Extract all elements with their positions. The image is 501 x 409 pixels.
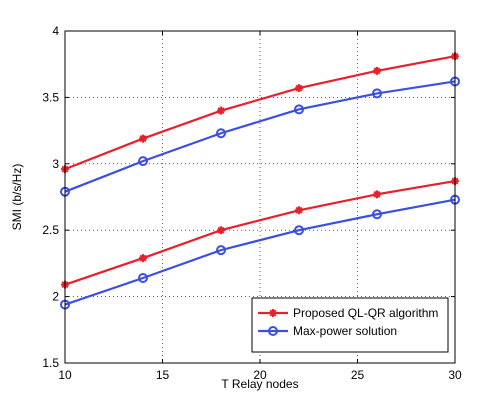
- data-point: [138, 156, 148, 167]
- series-upper-proposed: [61, 52, 459, 174]
- data-point: [372, 88, 382, 99]
- legend-box: [251, 297, 449, 353]
- y-tick-label: 4: [52, 24, 59, 38]
- legend-entry: Proposed QL-QR algorithm: [258, 306, 438, 320]
- data-point: [138, 273, 148, 284]
- y-tick-label: 3.5: [42, 90, 59, 104]
- data-point: [373, 190, 381, 199]
- data-point: [294, 225, 304, 236]
- y-tick-label: 3: [52, 157, 59, 171]
- data-point: [216, 245, 226, 256]
- data-point: [373, 66, 381, 75]
- data-point: [294, 104, 304, 115]
- data-point: [217, 226, 225, 235]
- x-tick-labels: 10 15 20 25 30: [58, 368, 462, 382]
- x-tick-label: 30: [448, 368, 462, 382]
- y-tick-label: 2: [52, 290, 59, 304]
- legend-label: Proposed QL-QR algorithm: [293, 306, 438, 320]
- legend: Proposed QL-QR algorithm Max-power soluti…: [251, 297, 449, 353]
- legend-items: Proposed QL-QR algorithm Max-power soluti…: [258, 306, 438, 338]
- legend-label: Max-power solution: [293, 324, 397, 338]
- x-tick-label: 15: [156, 368, 170, 382]
- legend-marker: [269, 309, 277, 317]
- data-point: [139, 254, 147, 263]
- series-line: [64, 80, 456, 193]
- data-point: [139, 134, 147, 143]
- x-tick-label: 10: [58, 368, 72, 382]
- data-point: [217, 106, 225, 115]
- series-line: [64, 198, 456, 306]
- x-tick-label: 20: [253, 368, 267, 382]
- y-axis-label: SMI (b/s/Hz): [10, 164, 24, 231]
- data-point: [372, 209, 382, 220]
- series-layer: [60, 52, 460, 310]
- legend-entry: Max-power solution: [258, 324, 397, 338]
- tick-marks: [64, 30, 456, 364]
- y-tick-label: 1.5: [42, 356, 59, 370]
- y-tick-labels: 1.5 2 2.5 3 3.5 4: [42, 24, 59, 370]
- series-line: [64, 55, 456, 171]
- x-axis-label: T Relay nodes: [221, 377, 298, 391]
- data-point: [216, 128, 226, 139]
- y-tick-label: 2.5: [42, 223, 59, 237]
- data-point: [295, 84, 303, 93]
- series-line: [64, 179, 456, 286]
- legend-marker: [268, 326, 278, 336]
- series-lower-max-power: [60, 194, 460, 310]
- data-point: [295, 206, 303, 215]
- x-tick-label: 25: [351, 368, 365, 382]
